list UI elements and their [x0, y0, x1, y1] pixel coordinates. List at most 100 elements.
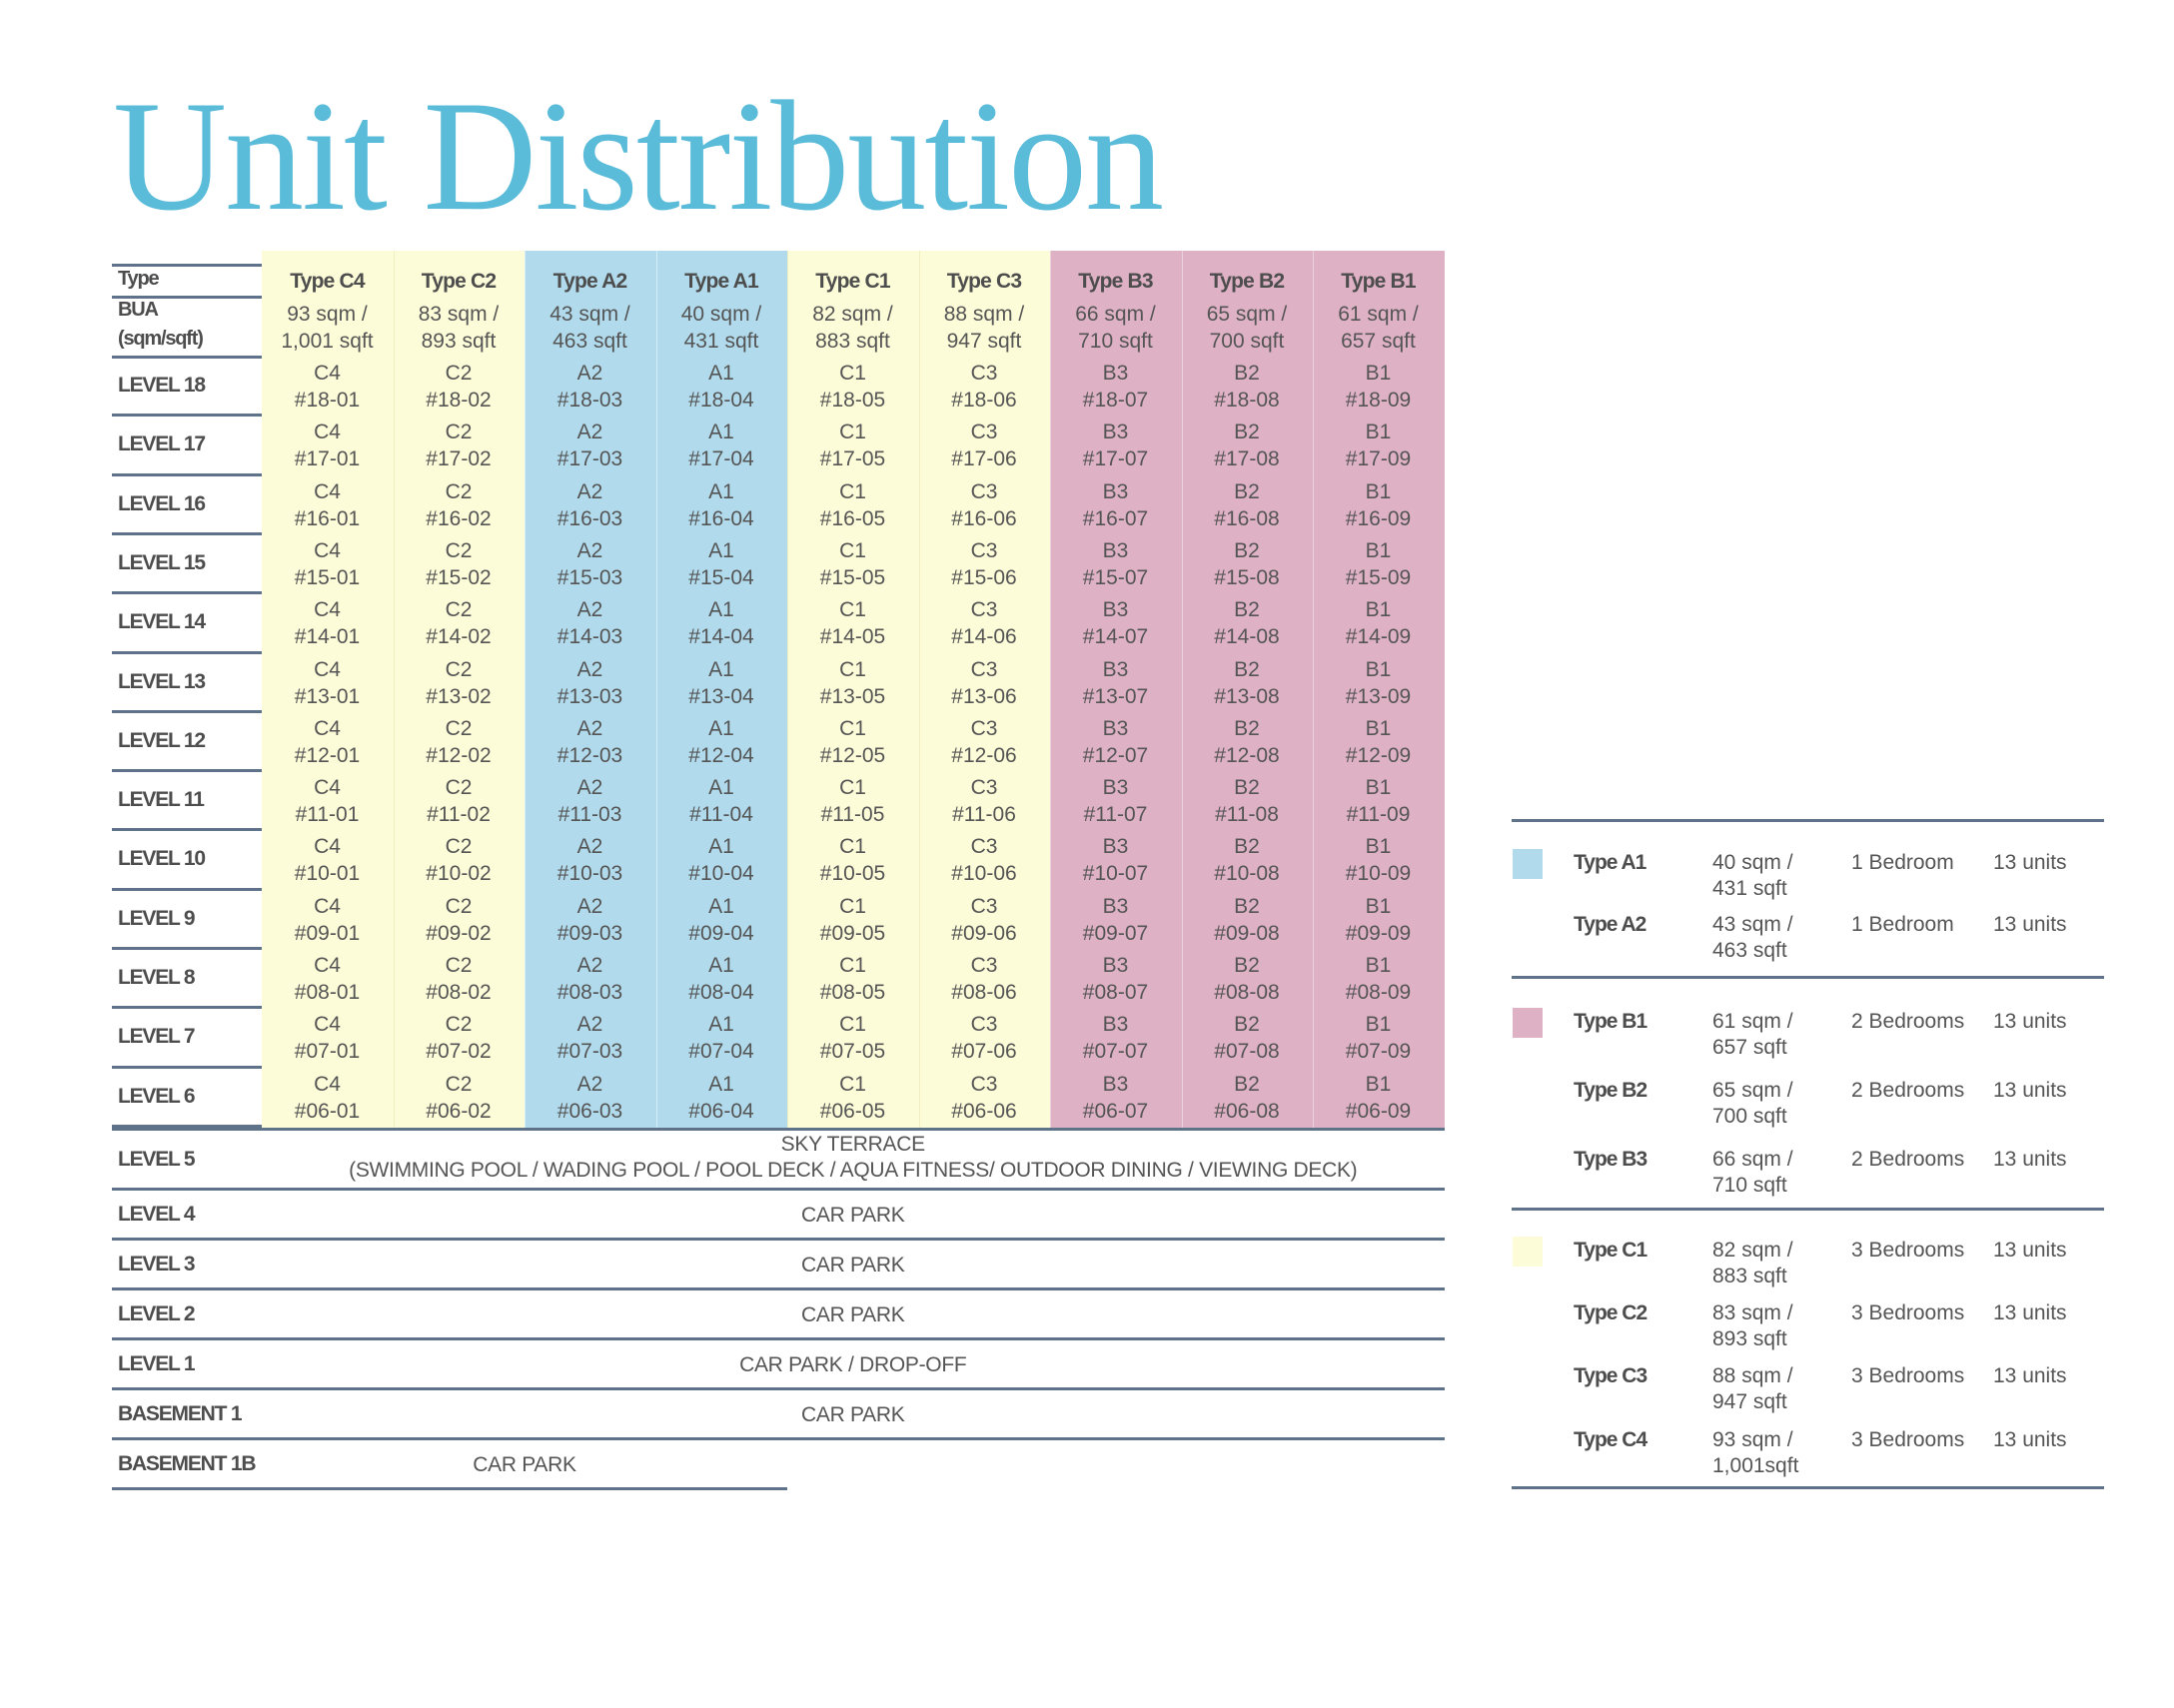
column-bua: 93 sqm / 1,001 sqft [262, 301, 393, 355]
unit-number: #13-02 [426, 684, 492, 708]
row-divider [112, 1124, 262, 1128]
unit-number: #15-07 [1082, 565, 1149, 589]
unit-cell: B2 #17-08 [1182, 419, 1313, 472]
unit-type-code: C4 [314, 657, 341, 681]
unit-type-code: B2 [1234, 657, 1260, 681]
unit-type-code: C4 [314, 421, 341, 444]
unit-type-code: B2 [1234, 1072, 1260, 1096]
legend-sqm: 66 sqm / [1712, 1148, 1793, 1171]
unit-number: #07-02 [426, 1040, 492, 1064]
unit-cell: B3 #14-07 [1050, 596, 1181, 650]
level-label: LEVEL 15 [118, 550, 206, 574]
unit-number: #16-09 [1345, 506, 1412, 530]
unit-number: #11-09 [1346, 803, 1411, 827]
row-divider [112, 947, 262, 950]
unit-cell: B2 #08-08 [1182, 952, 1313, 1006]
legend-type: Type C2 [1574, 1301, 1647, 1324]
level-label: LEVEL 6 [118, 1084, 196, 1108]
column-divider [525, 251, 526, 1128]
unit-number: #08-09 [1345, 981, 1412, 1004]
unit-number: #11-08 [1215, 803, 1279, 827]
unit-type-code: C3 [970, 479, 998, 503]
level-label: LEVEL 3 [118, 1253, 196, 1276]
unit-number: #08-02 [426, 981, 492, 1004]
unit-type-code: A1 [708, 894, 734, 918]
column-divider [1313, 251, 1314, 1128]
legend-sqm: 40 sqm / [1712, 851, 1793, 874]
bua-sqft: 710 sqft [1078, 330, 1153, 353]
row-divider [112, 296, 262, 299]
unit-number: #09-02 [426, 921, 492, 945]
column-bua: 82 sqm / 883 sqft [787, 301, 918, 355]
unit-cell: B2 #15-08 [1182, 537, 1313, 591]
unit-cell: A1 #13-04 [656, 656, 787, 710]
unit-number: #15-05 [819, 565, 886, 589]
unit-type-code: C4 [314, 716, 341, 740]
legend-units: 13 units [1993, 1148, 2067, 1171]
level-label: LEVEL 14 [118, 610, 206, 634]
row-divider [112, 591, 262, 595]
column-band [1313, 251, 1445, 1128]
unit-cell: B3 #08-07 [1050, 952, 1181, 1006]
unit-type-code: B1 [1365, 598, 1392, 622]
unit-type-code: B1 [1365, 1072, 1392, 1096]
unit-cell: C2 #11-02 [394, 774, 525, 828]
unit-cell: B1 #16-09 [1313, 478, 1444, 532]
unit-number: #06-02 [426, 1099, 492, 1123]
unit-type-code: C1 [839, 538, 866, 562]
bua-sqft: 431 sqft [683, 330, 759, 353]
unit-number: #07-05 [819, 1040, 886, 1064]
unit-number: #12-03 [556, 743, 623, 767]
unit-cell: A2 #07-03 [525, 1011, 655, 1065]
legend-sqft: 463 sqft [1712, 939, 1787, 962]
unit-cell: B1 #09-09 [1313, 893, 1444, 947]
level-description: CAR PARK [262, 1402, 1445, 1428]
unit-cell: A2 #11-03 [525, 774, 655, 828]
unit-cell: A2 #12-03 [525, 715, 655, 769]
unit-type-code: B2 [1234, 776, 1260, 800]
unit-cell: A2 #17-03 [525, 419, 655, 472]
unit-type-code: C1 [839, 835, 866, 859]
unit-number: #12-09 [1345, 743, 1412, 767]
unit-type-code: A2 [576, 776, 603, 800]
unit-cell: B2 #10-08 [1182, 833, 1313, 887]
column-divider [1181, 251, 1183, 1128]
unit-number: #12-04 [688, 743, 754, 767]
column-type-header: Type A2 [552, 270, 628, 293]
unit-number: #09-06 [951, 921, 1017, 945]
legend-sqft: 700 sqft [1712, 1105, 1787, 1128]
level-label: LEVEL 8 [118, 966, 196, 989]
unit-cell: C4 #13-01 [262, 656, 393, 710]
unit-type-code: A2 [576, 362, 603, 385]
legend-bedrooms: 2 Bedrooms [1851, 1079, 1965, 1102]
unit-type-code: C3 [970, 362, 998, 385]
unit-number: #07-09 [1345, 1040, 1412, 1064]
unit-number: #15-02 [426, 565, 492, 589]
unit-cell: B3 #13-07 [1050, 656, 1181, 710]
level-label: LEVEL 10 [118, 847, 206, 871]
unit-cell: B2 #06-08 [1182, 1071, 1313, 1125]
legend-sqm: 43 sqm / [1712, 913, 1793, 936]
column-bua: 65 sqm / 700 sqft [1182, 301, 1313, 355]
unit-number: #17-07 [1082, 447, 1149, 471]
unit-number: #06-07 [1082, 1099, 1149, 1123]
legend-bua: 66 sqm / 710 sqft [1712, 1147, 1793, 1199]
unit-cell: B2 #12-08 [1182, 715, 1313, 769]
bua-unit-label: (sqm/sqft) [118, 328, 204, 350]
unit-number: #14-03 [556, 625, 623, 649]
unit-type-code: C3 [970, 954, 998, 977]
row-divider [112, 264, 262, 267]
unit-cell: A1 #10-04 [656, 833, 787, 887]
level-label: LEVEL 18 [118, 374, 206, 397]
unit-type-code: B3 [1102, 657, 1129, 681]
unit-number: #13-08 [1214, 684, 1280, 708]
column-bua: 40 sqm / 431 sqft [656, 301, 787, 355]
unit-cell: C3 #14-06 [919, 596, 1050, 650]
unit-number: #06-06 [951, 1099, 1017, 1123]
unit-number: #09-07 [1082, 921, 1149, 945]
legend-units: 13 units [1993, 1079, 2067, 1102]
unit-cell: C4 #06-01 [262, 1071, 393, 1125]
unit-cell: C1 #14-05 [787, 596, 918, 650]
unit-number: #11-05 [820, 803, 885, 827]
column-divider [655, 251, 657, 1128]
